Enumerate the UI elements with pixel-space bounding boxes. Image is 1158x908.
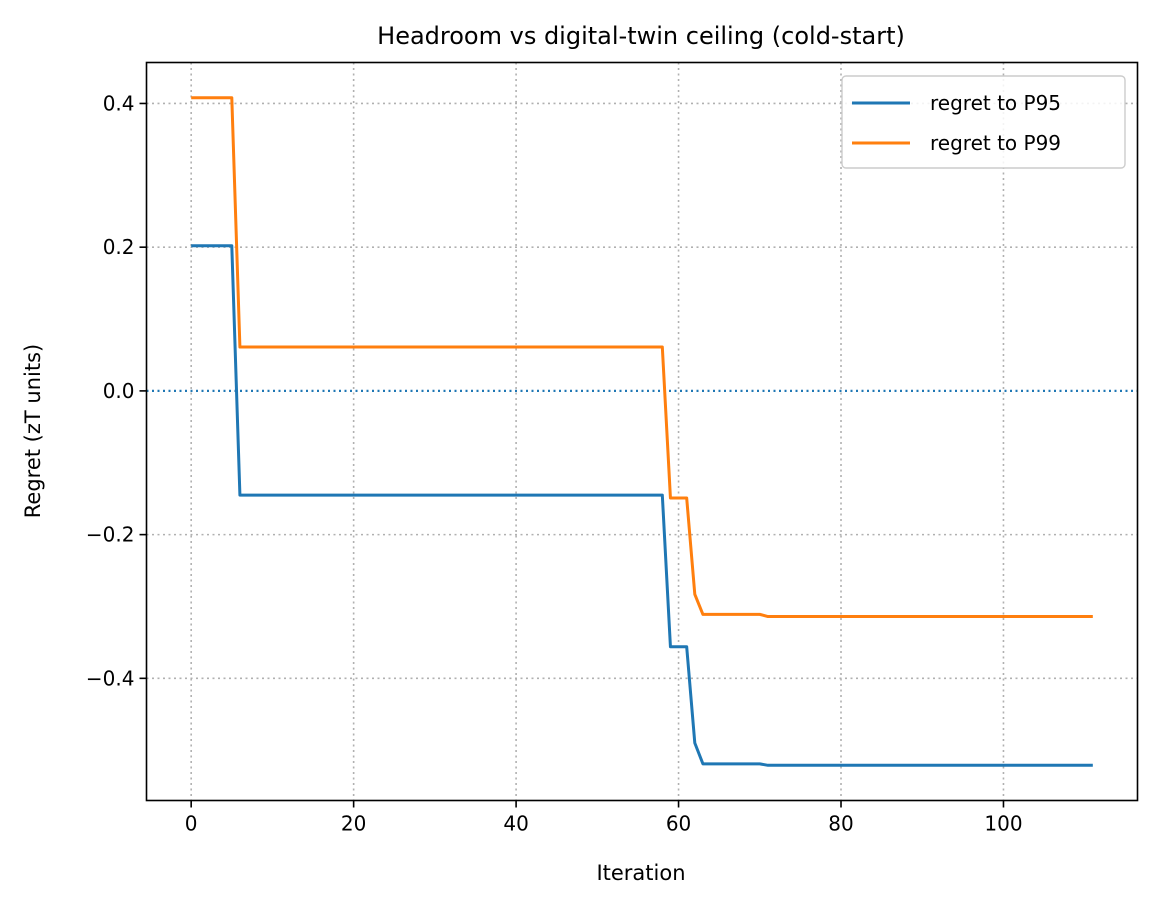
y-axis-ticks: 0.4 0.2 0.0 −0.2 −0.4 (86, 91, 147, 690)
series-line-1 (191, 244, 1093, 767)
x-tick-label: 0 (185, 812, 198, 836)
x-tick-label: 60 (666, 812, 691, 836)
legend-label-1: regret to P95 (930, 91, 1061, 115)
y-tick-label: 0.0 (103, 379, 135, 403)
legend: regret to P95 regret to P99 (841, 75, 1126, 169)
grid (146, 62, 1138, 801)
x-axis-label: Iteration (596, 861, 685, 885)
y-tick-label: −0.2 (86, 523, 135, 547)
legend-box (841, 75, 1126, 169)
y-tick-label: 0.4 (103, 91, 135, 115)
x-tick-label: 80 (828, 812, 853, 836)
x-axis-ticks: 0 20 40 60 80 100 (185, 800, 1023, 836)
y-axis-label: Regret (zT units) (21, 344, 45, 518)
legend-label-2: regret to P99 (930, 131, 1061, 155)
series-line-2 (191, 96, 1093, 619)
series-group (191, 96, 1093, 767)
x-tick-label: 20 (341, 812, 366, 836)
x-tick-label: 100 (984, 812, 1022, 836)
chart-title: Headroom vs digital-twin ceiling (cold-s… (377, 22, 905, 50)
plot-frame (145, 61, 1139, 802)
y-tick-label: 0.2 (103, 235, 135, 259)
y-tick-label: −0.4 (86, 666, 135, 690)
x-tick-label: 40 (503, 812, 528, 836)
